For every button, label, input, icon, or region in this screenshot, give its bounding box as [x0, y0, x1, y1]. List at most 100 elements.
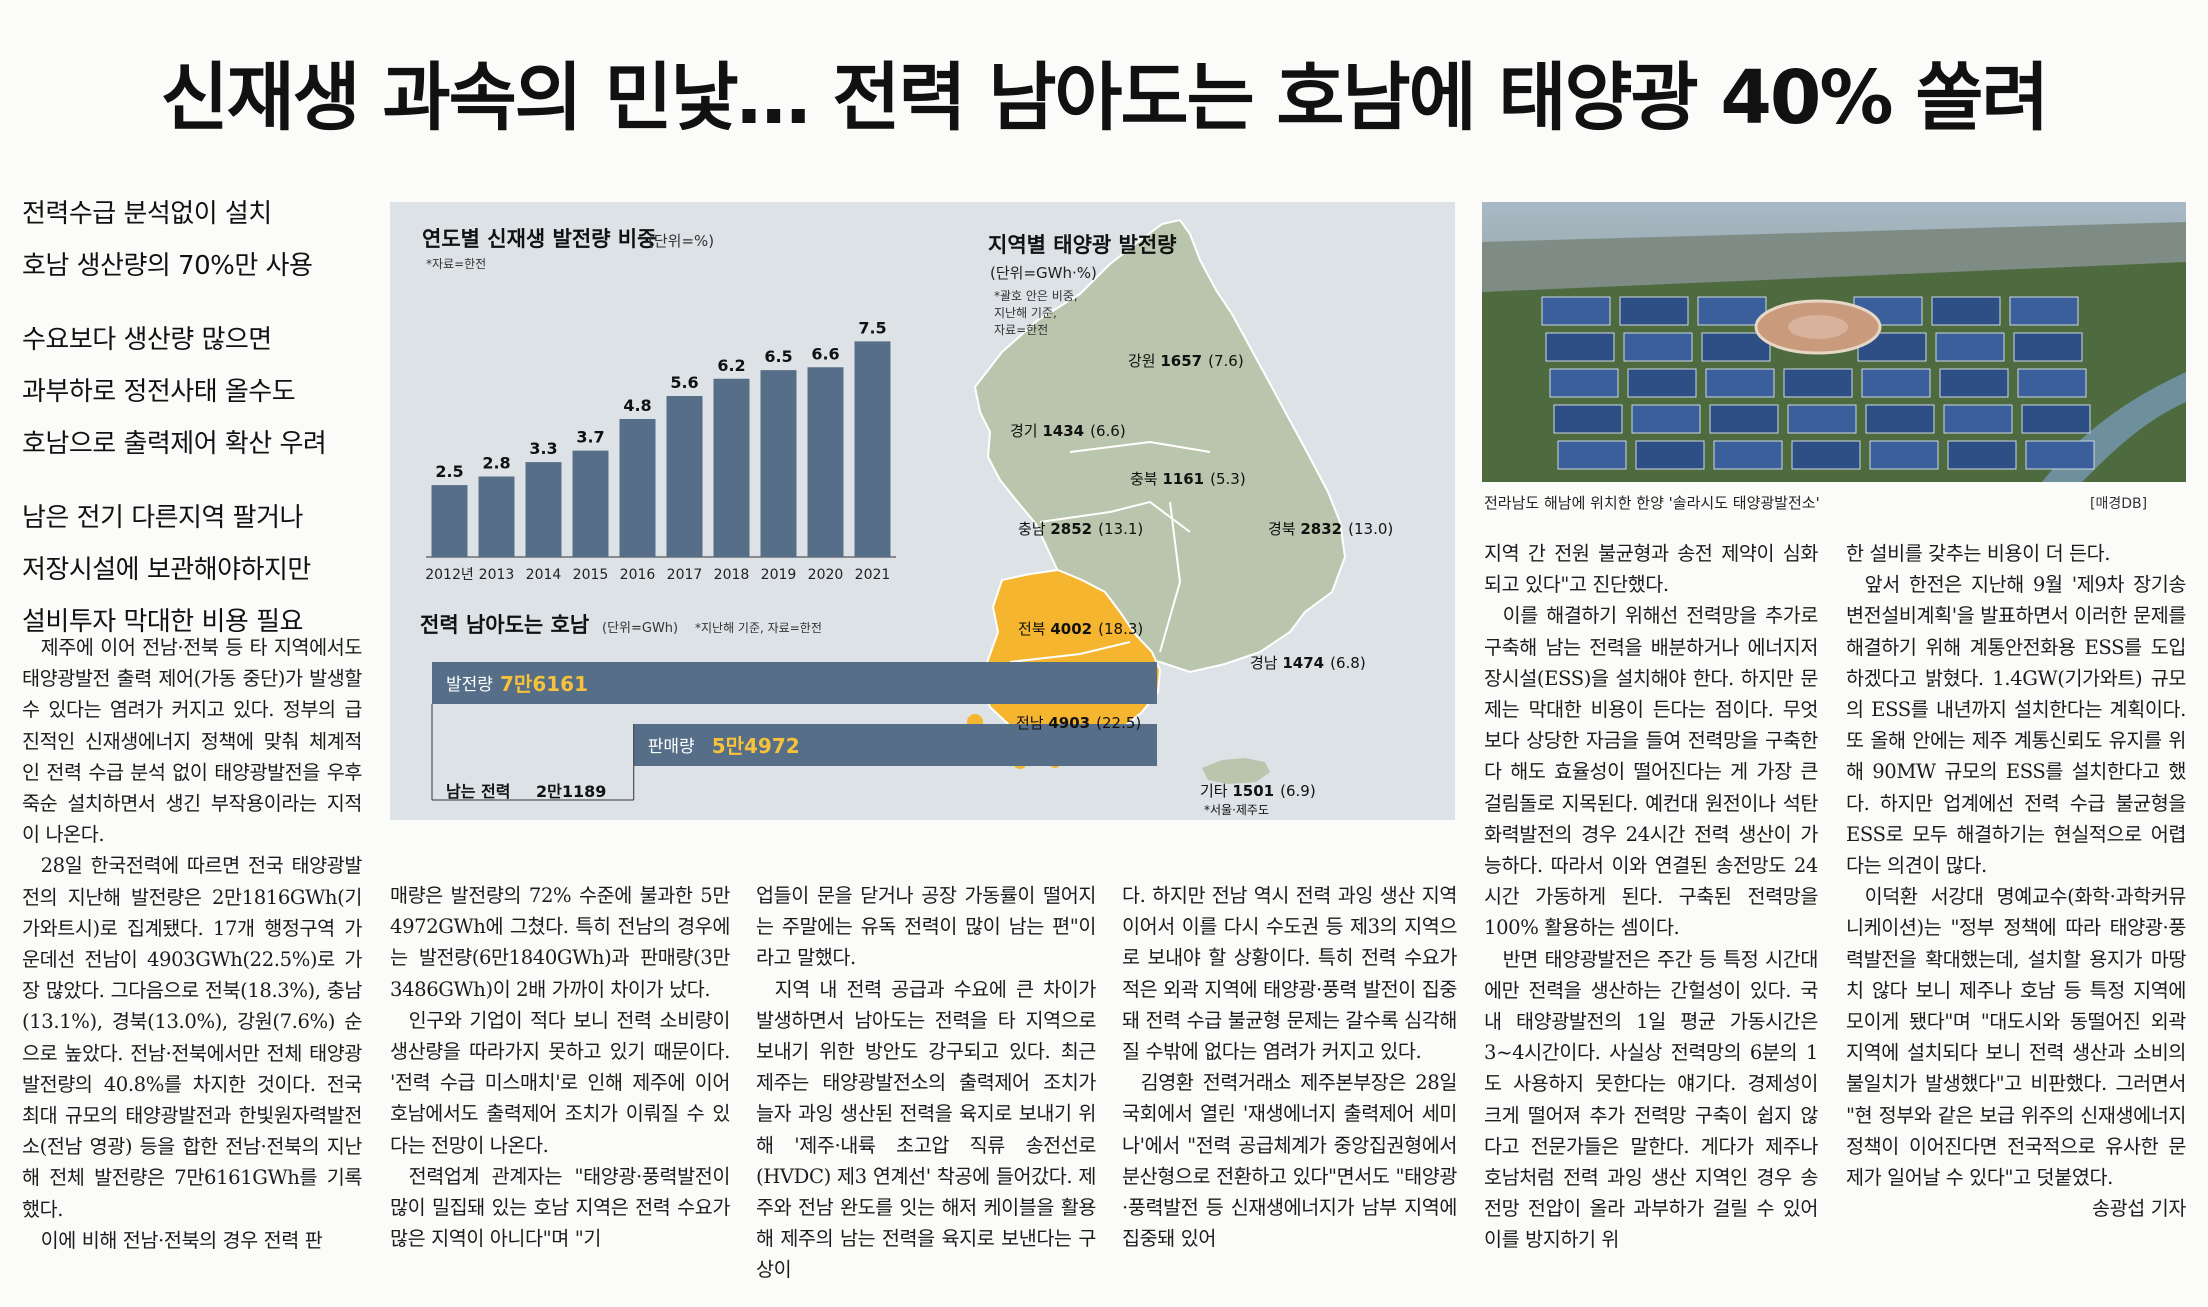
solar-panel-block — [1943, 404, 2013, 434]
solar-panel-block — [1939, 368, 2009, 398]
solar-panel-block — [1619, 296, 1689, 326]
region-share: (6.6) — [1090, 422, 1126, 440]
map-note: *괄호 안은 비중, — [994, 289, 1078, 303]
bar — [760, 370, 797, 557]
tick-label: 2019 — [761, 567, 797, 583]
region-name: 경북 — [1268, 520, 1300, 538]
bar — [525, 462, 562, 557]
solar-panel-block — [1553, 404, 1623, 434]
article-paragraph: 업들이 문을 닫거나 공장 가동률이 떨어지는 주말에는 유독 전력이 많이 남… — [756, 884, 1096, 970]
article-paragraph: 28일 한국전력에 따르면 전국 태양광발전의 지난해 발전량은 2만1816G… — [22, 854, 362, 1221]
photo-credit: [매경DB] — [2090, 496, 2148, 512]
region-share: (6.9) — [1280, 782, 1316, 800]
article-column-5: 지역 간 전원 불균형과 송전 제약이 심화되고 있다"고 진단했다. 이를 해결… — [1484, 538, 1818, 1256]
article-paragraph: 김영환 전력거래소 제주본부장은 28일 국회에서 열린 '재생에너지 출력제어… — [1122, 1071, 1457, 1251]
solar-panel-block — [1557, 440, 1627, 470]
solar-panel-block — [1783, 368, 1853, 398]
subhead-line: 호남으로 출력제어 확산 우려 — [22, 429, 327, 459]
remainder-name: 남는 전력 — [446, 782, 510, 801]
bar — [854, 341, 891, 557]
tick-label: 2018 — [714, 567, 750, 583]
subhead-line: 수요보다 생산량 많으면 — [22, 325, 272, 355]
data-label: 5.6 — [670, 373, 698, 392]
solar-panel-block — [2009, 296, 2079, 326]
region-name: 강원 — [1128, 352, 1160, 370]
data-label: 7.5 — [858, 318, 886, 337]
tick-label: 2012년 — [425, 567, 474, 583]
solar-panel-block — [1861, 368, 1931, 398]
region-share: (6.8) — [1330, 654, 1366, 672]
solar-panel-block — [1541, 296, 1611, 326]
region-label: 충북 1161 (5.3) — [1130, 470, 1246, 488]
solar-panel-block — [2025, 440, 2095, 470]
headline: 신재생 과속의 민낯… 전력 남아도는 호남에 태양광 40% 쏠려 — [160, 55, 2050, 141]
region-value: 1161 — [1162, 470, 1204, 488]
data-label: 6.5 — [764, 347, 792, 366]
bar — [478, 476, 515, 557]
subhead-line: 전력수급 분석없이 설치 — [22, 199, 272, 229]
solar-panel-block — [1947, 440, 2017, 470]
region-label: 경북 2832 (13.0) — [1268, 520, 1393, 538]
region-label: 경남 1474 (6.8) — [1250, 654, 1366, 672]
solar-panel-block — [1709, 404, 1779, 434]
article-paragraph: 인구와 기업이 적다 보니 전력 소비량이 생산량을 따라가지 못하고 있기 때… — [390, 1008, 730, 1157]
chart-unit: (단위=%) — [648, 232, 714, 250]
article-paragraph: 전력업계 관계자는 "태양광·풍력발전이 많이 밀집돼 있는 호남 지역은 전력… — [390, 1164, 730, 1251]
region-share: (13.1) — [1098, 520, 1143, 538]
region-share: (13.0) — [1348, 520, 1393, 538]
article-paragraph: 반면 태양광발전은 주간 등 특정 시간대에만 전력을 생산하는 간헐성이 있다… — [1484, 947, 1818, 1252]
solar-panel-block — [2017, 368, 2087, 398]
region-label: 충남 2852 (13.1) — [1018, 520, 1143, 538]
article-paragraph: 한 설비를 갖추는 비용이 더 든다. — [1846, 542, 2111, 565]
tick-label: 2021 — [855, 567, 891, 583]
article-column-2: 매량은 발전량의 72% 수준에 불과한 5만4972GWh에 그쳤다. 특히 … — [390, 880, 730, 1254]
bar — [431, 485, 468, 557]
hbar — [432, 662, 1157, 704]
byline: 송광섭 기자 — [2092, 1197, 2186, 1221]
region-value: 4903 — [1048, 714, 1090, 732]
solar-panel-block — [1549, 368, 1619, 398]
region-name: 전북 — [1018, 620, 1050, 638]
map-note: 자료=한전 — [994, 323, 1048, 337]
chart-source: *자료=한전 — [426, 257, 486, 271]
region-value: 1434 — [1042, 422, 1084, 440]
chart-title: 전력 남아도는 호남 — [420, 613, 589, 637]
region-share: (7.6) — [1208, 352, 1244, 370]
solar-panel-block — [1627, 368, 1697, 398]
region-name: 기타 — [1200, 782, 1232, 800]
solar-panel-block — [1787, 404, 1857, 434]
region-share: (18.3) — [1098, 620, 1143, 638]
tick-label: 2016 — [620, 567, 656, 583]
map-title: 지역별 태양광 발전량 — [988, 233, 1177, 257]
chart-title: 연도별 신재생 발전량 비중 — [422, 227, 656, 251]
honam-surplus-chart: 발전량 7만6161 판매량 5만4972 남는 전력 2만1189 — [431, 662, 1157, 801]
map-north-region — [973, 218, 1347, 674]
article-column-1: 제주에 이어 전남·전북 등 타 지역에서도 태양광발전 출력 제어(가동 중단… — [22, 632, 362, 1256]
subhead-line: 저장시설에 보관해야하지만 — [22, 555, 311, 585]
data-label: 2.5 — [435, 462, 463, 481]
infographic-svg: 2.5 2012년 2.8 2013 3.3 2014 3.7 2015 4.8 2016 5.6 2… — [420, 218, 1393, 817]
subhead-line: 과부하로 정전사태 올수도 — [22, 377, 296, 407]
data-label: 6.2 — [717, 356, 745, 375]
region-value: 2852 — [1050, 520, 1092, 538]
region-value: 2832 — [1300, 520, 1342, 538]
solar-panel-block — [1697, 296, 1767, 326]
map-note: 지난해 기준, — [994, 306, 1057, 320]
data-label: 4.8 — [623, 396, 651, 415]
tick-label: 2014 — [526, 567, 562, 583]
aerial-photo-illustration — [1482, 202, 2186, 482]
article-column-6: 한 설비를 갖추는 비용이 더 든다. 앞서 한전은 지난해 9월 '제9차 장기… — [1846, 538, 2186, 1224]
bar — [619, 419, 656, 557]
solar-panel-block — [1631, 404, 1701, 434]
subhead-line: 호남 생산량의 70%만 사용 — [22, 251, 313, 281]
region-value: 1501 — [1232, 782, 1274, 800]
photo-caption: 전라남도 해남에 위치한 한양 '솔라시도 태양광발전소' — [1484, 494, 1820, 512]
province-border — [1039, 500, 1191, 533]
hbar-value: 7만6161 — [500, 672, 588, 696]
region-labels: 강원 1657 (7.6) 경기 1434 (6.6) 충북 1161 (5.3) 충남 2… — [1010, 352, 1393, 817]
chart-note: *지난해 기준, 자료=한전 — [695, 621, 822, 635]
region-share: (5.3) — [1210, 470, 1246, 488]
solar-panel-block — [1931, 296, 2001, 326]
region-label: 전남 4903 (22.5) — [1016, 714, 1141, 732]
